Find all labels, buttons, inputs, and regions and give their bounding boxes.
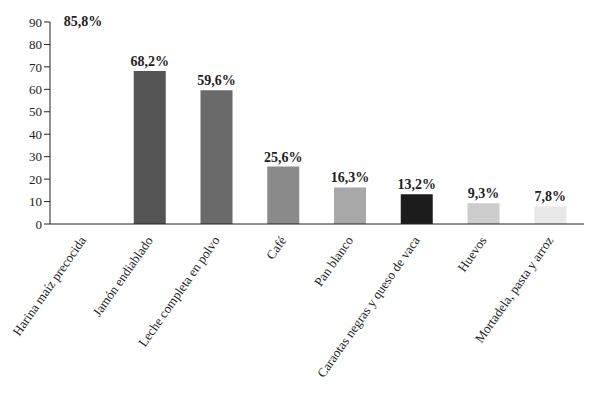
svg-text:70: 70 — [29, 60, 42, 75]
svg-text:30: 30 — [29, 149, 42, 164]
svg-text:Caraotas negras y queso de vac: Caraotas negras y queso de vaca — [314, 233, 423, 380]
svg-text:25,6%: 25,6% — [264, 150, 303, 165]
svg-text:10: 10 — [29, 194, 42, 209]
svg-text:Pan blanco: Pan blanco — [311, 233, 356, 289]
svg-text:59,6%: 59,6% — [197, 73, 236, 88]
svg-text:13,2%: 13,2% — [398, 177, 437, 192]
svg-text:Leche completa en polvo: Leche completa en polvo — [135, 233, 222, 349]
svg-text:40: 40 — [29, 127, 42, 142]
svg-text:50: 50 — [29, 104, 42, 119]
svg-text:90: 90 — [29, 15, 42, 30]
svg-text:80: 80 — [29, 37, 42, 52]
svg-text:Harina maíz precocida: Harina maíz precocida — [9, 233, 89, 338]
svg-text:16,3%: 16,3% — [331, 170, 370, 185]
svg-text:Café: Café — [263, 233, 289, 262]
svg-text:0: 0 — [36, 217, 43, 232]
svg-text:68,2%: 68,2% — [131, 54, 170, 69]
svg-text:7,8%: 7,8% — [535, 189, 567, 204]
svg-text:Jamón endiablado: Jamón endiablado — [90, 233, 156, 319]
svg-text:9,3%: 9,3% — [468, 186, 500, 201]
svg-text:Mortadela, pasta y arroz: Mortadela, pasta y arroz — [472, 233, 557, 345]
svg-text:Huevos: Huevos — [455, 233, 490, 274]
svg-text:85,8%: 85,8% — [64, 14, 103, 29]
svg-text:60: 60 — [29, 82, 42, 97]
svg-text:20: 20 — [29, 172, 42, 187]
